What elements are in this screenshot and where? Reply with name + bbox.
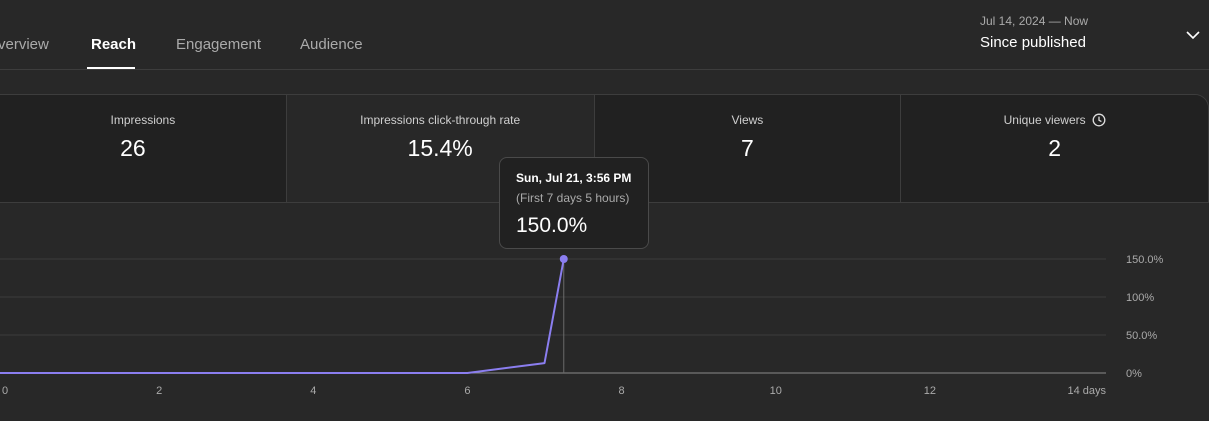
x-tick-label: 6	[464, 385, 470, 397]
x-tick-label: 14 days	[1067, 385, 1106, 397]
metric-label: Impressions	[110, 113, 176, 127]
tooltip-period: (First 7 days 5 hours)	[516, 191, 630, 205]
metric-card-unique-viewers[interactable]: Unique viewers 2	[901, 95, 1208, 202]
y-tick-label: 150.0%	[1126, 254, 1164, 266]
x-tick-label: 10	[770, 385, 782, 397]
metric-label: Views	[731, 113, 764, 127]
tooltip-value: 150.0%	[516, 214, 588, 237]
metric-label: Unique viewers	[901, 113, 1208, 127]
y-tick-label: 50.0%	[1126, 330, 1157, 342]
tab-overview[interactable]: verview	[0, 36, 49, 53]
x-tick-label: 4	[310, 385, 316, 397]
tab-engagement[interactable]: Engagement	[176, 36, 262, 53]
y-tick-label: 0%	[1126, 368, 1142, 380]
chart-tooltip: Sun, Jul 21, 3:56 PM (First 7 days 5 hou…	[499, 157, 649, 249]
date-range-period: Jul 14, 2024 — Now	[980, 14, 1089, 28]
data-point	[559, 255, 568, 263]
metric-value: 7	[740, 135, 754, 161]
metric-value: 26	[120, 135, 146, 161]
active-tab-indicator	[87, 67, 135, 69]
metric-label: Impressions click-through rate	[360, 113, 521, 127]
date-range-label: Since published	[980, 34, 1086, 51]
ctr-line-chart: 0% 50.0% 100% 150.0% 0 2 4 6 8 10 12 14 days	[0, 254, 1164, 397]
chevron-down-icon[interactable]	[1184, 26, 1202, 44]
metric-cards: Impressions 26 Impressions click-through…	[0, 94, 1209, 203]
metric-value: 15.4%	[407, 135, 473, 161]
tooltip-date: Sun, Jul 21, 3:56 PM	[516, 171, 632, 185]
metric-value: 2	[1048, 135, 1062, 161]
tab-reach[interactable]: Reach	[91, 36, 137, 53]
clock-icon[interactable]	[1092, 113, 1106, 127]
x-tick-label: 0	[2, 385, 8, 397]
date-range-selector[interactable]: Jul 14, 2024 — Now Since published	[980, 14, 1088, 51]
x-tick-label: 2	[156, 385, 162, 397]
metric-card-impressions[interactable]: Impressions 26	[0, 95, 287, 202]
x-tick-label: 12	[924, 385, 936, 397]
y-tick-label: 100%	[1126, 292, 1154, 304]
series-line	[0, 258, 565, 374]
tab-bar: verview Reach Engagement Audience Jul 14…	[0, 0, 1209, 70]
x-tick-label: 8	[619, 385, 625, 397]
metric-label-text: Unique viewers	[1003, 113, 1086, 127]
tab-audience[interactable]: Audience	[300, 36, 363, 53]
